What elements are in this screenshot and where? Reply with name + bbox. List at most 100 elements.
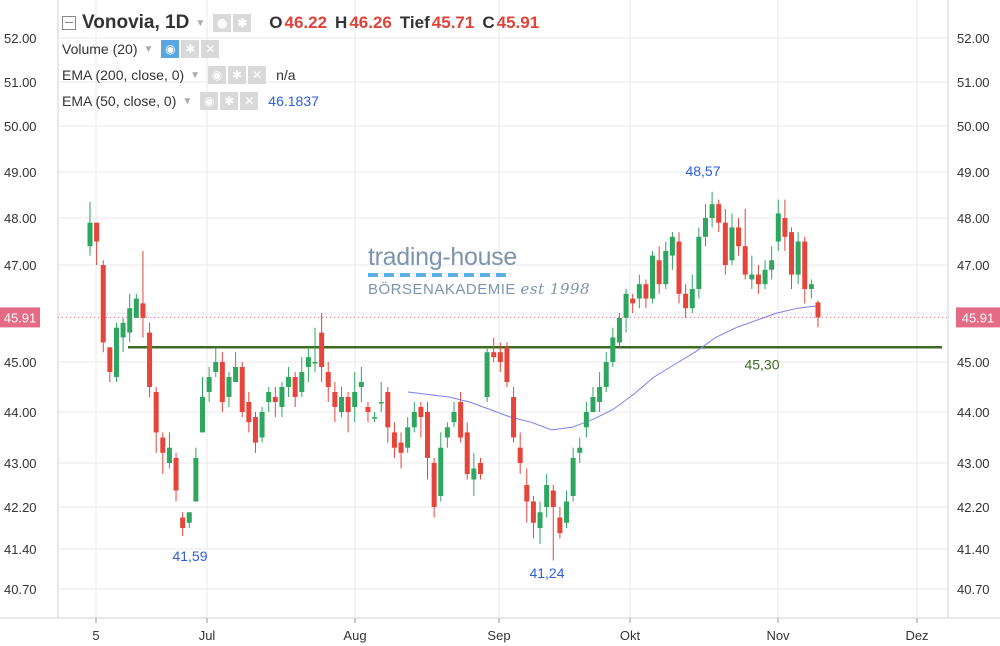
- candle: [491, 337, 497, 362]
- chevron-down-icon[interactable]: ▼: [143, 43, 154, 55]
- indicator-label[interactable]: Volume (20): [62, 41, 138, 57]
- candle-body: [451, 412, 457, 423]
- candle-body: [795, 241, 801, 275]
- candle: [517, 432, 523, 474]
- indicator-label[interactable]: EMA (50, close, 0): [62, 93, 177, 109]
- candle: [186, 512, 192, 528]
- candle: [577, 437, 583, 463]
- gear-icon[interactable]: ✱: [228, 66, 247, 84]
- candle: [464, 422, 470, 480]
- candle-body: [180, 517, 186, 528]
- candle-body: [391, 432, 397, 448]
- legend-panel: Vonovia, 1D ▼ ◉ ✱ O 46.22 H 46.26 Tief 45.71…: [62, 10, 539, 114]
- candle: [643, 279, 649, 309]
- candle-body: [782, 218, 788, 237]
- candle: [173, 452, 179, 502]
- candle: [180, 512, 186, 536]
- candle: [702, 204, 708, 247]
- candle: [259, 407, 265, 443]
- candle: [544, 474, 550, 518]
- x-tick-label: Nov: [766, 628, 790, 643]
- candle: [802, 236, 808, 304]
- watermark-academy: BÖRSENAKADEMIE: [368, 281, 516, 298]
- gear-icon[interactable]: ✱: [233, 14, 252, 32]
- candle: [252, 412, 258, 453]
- candle: [603, 352, 609, 392]
- candle-body: [583, 412, 589, 428]
- candle: [100, 260, 106, 353]
- close-icon[interactable]: ✕: [248, 66, 267, 84]
- candle-body: [742, 246, 748, 275]
- candle-body: [484, 352, 490, 397]
- candle: [385, 387, 391, 443]
- eye-icon[interactable]: ◉: [200, 92, 219, 110]
- candle: [683, 284, 689, 318]
- candle: [113, 322, 119, 382]
- candle: [689, 274, 695, 313]
- x-tick-label: Jul: [199, 628, 216, 643]
- candle-body: [378, 402, 384, 404]
- candle: [769, 246, 775, 280]
- candle-body: [352, 392, 358, 407]
- annotation-label: 41,24: [529, 565, 564, 581]
- candle-body: [444, 427, 450, 438]
- candle: [636, 274, 642, 309]
- x-tick-label: Dez: [905, 628, 928, 643]
- candle-body: [722, 222, 728, 265]
- price-tag-left-text: 45.91: [4, 310, 37, 325]
- candle: [160, 432, 166, 474]
- candle: [398, 432, 404, 469]
- y-tick-label: 44.00: [957, 405, 990, 420]
- y-tick-label: 45.00: [957, 355, 990, 370]
- eye-icon[interactable]: ◉: [213, 14, 232, 32]
- candle: [722, 208, 728, 275]
- candle-body: [292, 377, 298, 397]
- y-tick-label: 52.00: [957, 31, 990, 46]
- collapse-icon[interactable]: [62, 16, 76, 30]
- chevron-down-icon[interactable]: ▼: [190, 69, 201, 81]
- symbol-title[interactable]: Vonovia, 1D: [82, 12, 190, 33]
- candle: [504, 342, 510, 387]
- chevron-down-icon[interactable]: ▼: [182, 95, 193, 107]
- gear-icon[interactable]: ✱: [220, 92, 239, 110]
- candle-body: [94, 222, 100, 242]
- indicator-value: 46.1837: [268, 93, 319, 109]
- candles: [87, 191, 821, 561]
- y-tick-label: 43.00: [957, 456, 990, 471]
- candle-body: [266, 392, 272, 402]
- candle-body: [550, 490, 556, 507]
- candle: [266, 387, 272, 412]
- indicator-label[interactable]: EMA (200, close, 0): [62, 67, 185, 83]
- y-tick-label: 47.00: [4, 258, 37, 273]
- candle: [286, 367, 292, 397]
- candle: [583, 402, 589, 438]
- chevron-down-icon[interactable]: ▼: [195, 17, 206, 29]
- y-tick-label: 40.70: [957, 582, 990, 597]
- candle-body: [405, 427, 411, 448]
- candle-body: [332, 392, 338, 407]
- symbol-row: Vonovia, 1D ▼ ◉ ✱ O 46.22 H 46.26 Tief 45.71…: [62, 10, 539, 36]
- candle-body: [206, 377, 212, 392]
- candle-body: [120, 322, 126, 338]
- candle-body: [630, 298, 636, 304]
- candle-body: [425, 412, 431, 458]
- eye-icon[interactable]: ◉: [161, 40, 180, 58]
- gear-icon[interactable]: ✱: [181, 40, 200, 58]
- candle: [200, 377, 206, 433]
- y-tick-label: 47.00: [957, 258, 990, 273]
- y-tick-label: 42.20: [4, 500, 37, 515]
- candle: [597, 372, 603, 412]
- indicator-value: n/a: [276, 67, 296, 83]
- price-tag-left: 45.91: [0, 307, 40, 328]
- candle-body: [755, 274, 761, 285]
- close-icon[interactable]: ✕: [201, 40, 220, 58]
- candle: [610, 327, 616, 367]
- candle-body: [127, 308, 133, 333]
- candle-body: [616, 317, 622, 343]
- eye-icon[interactable]: ◉: [208, 66, 227, 84]
- close-icon[interactable]: ✕: [240, 92, 259, 110]
- candle: [650, 250, 656, 304]
- candle: [193, 447, 199, 502]
- candle: [206, 367, 212, 402]
